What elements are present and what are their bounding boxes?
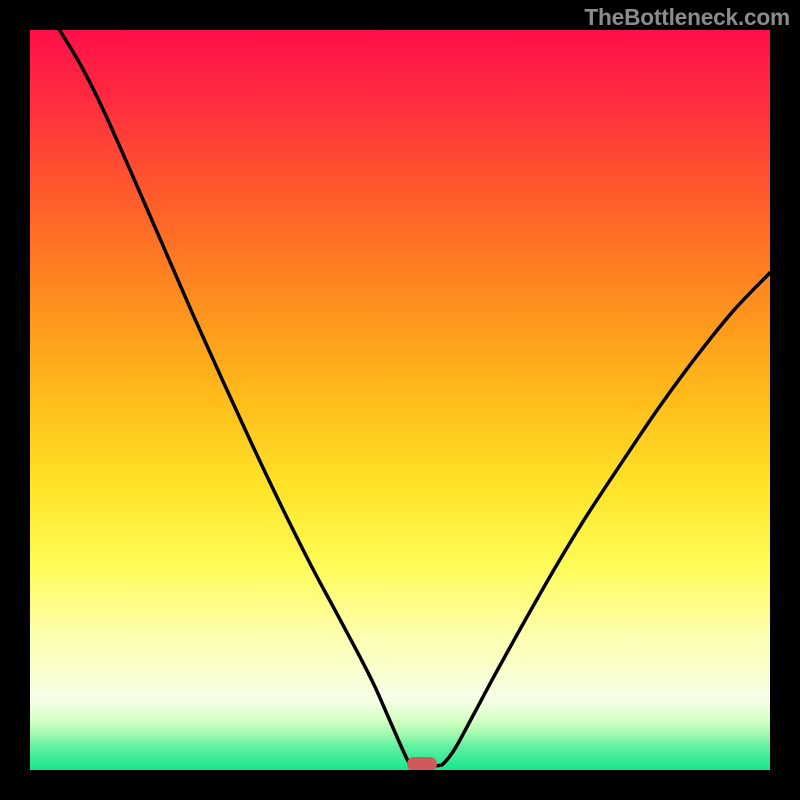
plot-area (30, 30, 770, 770)
trough-marker (407, 757, 437, 770)
watermark-text: TheBottleneck.com (584, 4, 790, 31)
bottleneck-curve (30, 30, 770, 770)
chart-container: TheBottleneck.com (0, 0, 800, 800)
